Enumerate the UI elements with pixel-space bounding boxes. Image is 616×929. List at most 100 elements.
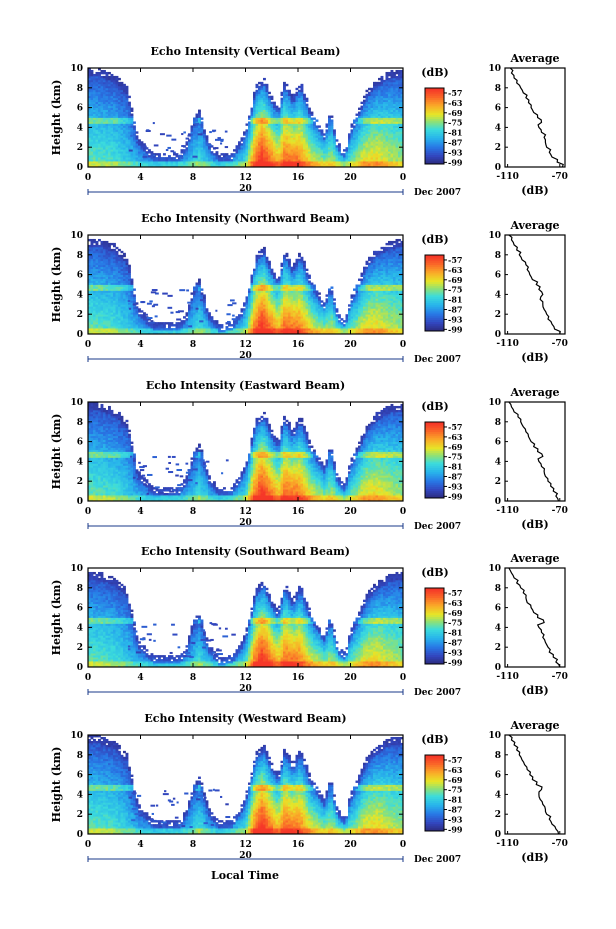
colorbar-segment (425, 255, 444, 258)
panel-4: Echo Intensity (Westward Beam) 0 2 4 6 8 10 Hei… (50, 712, 568, 865)
colorbar-segment (425, 760, 444, 764)
colorbar-unit: (dB) (421, 733, 448, 746)
average-line (508, 567, 561, 668)
average-xlabel: (dB) (521, 851, 548, 864)
colorbar: -57-63-69-75-81-87-93-99 (424, 754, 463, 834)
colorbar-segment (425, 766, 444, 769)
colorbar-segment (425, 815, 444, 819)
colorbar-segment (425, 612, 444, 616)
colorbar-tick-label: -69 (448, 275, 463, 285)
colorbar-segment (425, 129, 444, 133)
average-frame (504, 567, 566, 668)
colorbar-segment (425, 91, 444, 95)
colorbar-segment (425, 287, 444, 290)
colorbar-segment (425, 458, 444, 461)
colorbar-segment (425, 329, 444, 332)
average-x-tick-label: -70 (552, 172, 568, 182)
colorbar-segment (425, 425, 444, 429)
colorbar-segment (425, 122, 444, 125)
x-tick-label: 0 (400, 507, 406, 517)
colorbar-segment (425, 641, 444, 644)
colorbar-segment (425, 823, 444, 826)
average-xlabel: (dB) (521, 518, 548, 531)
y-tick-label: 6 (77, 438, 83, 448)
colorbar-segment (425, 829, 444, 832)
average-y-tick-label: 8 (495, 751, 501, 761)
x-tick-label: 8 (190, 507, 196, 517)
colorbar-unit: (dB) (421, 566, 448, 579)
colorbar-segment (425, 806, 444, 809)
colorbar-segment (425, 588, 444, 591)
average-y-tick-label: 10 (488, 564, 501, 574)
colorbar-segment (425, 783, 444, 786)
colorbar-frame (424, 587, 445, 665)
colorbar-tick-label: -57 (448, 88, 462, 98)
colorbar-segment (425, 768, 444, 771)
colorbar-segment (425, 423, 444, 427)
colorbar-segment (425, 770, 444, 773)
y-axis-label: Height (km) (50, 80, 63, 156)
colorbar-segment (425, 654, 444, 657)
x-tick-label: 0 (400, 840, 406, 850)
month-label: Dec 2007 (414, 855, 461, 865)
colorbar-tick-label: -63 (448, 432, 463, 442)
x-tick-label: 20 (344, 507, 357, 517)
colorbar-segment (425, 294, 444, 298)
average-profile: Average 0 2 4 6 8 10 -110 -70 (dB) (488, 52, 567, 197)
colorbar-segment (425, 616, 444, 619)
colorbar-segment (425, 825, 444, 828)
colorbar-segment (425, 422, 444, 425)
average-line (508, 734, 560, 835)
average-line (508, 401, 560, 502)
y-tick-label: 4 (77, 790, 83, 800)
colorbar-frame (424, 421, 445, 499)
colorbar-segment (425, 785, 444, 788)
y-tick-label: 6 (77, 271, 83, 281)
colorbar-segment (425, 817, 444, 821)
y-tick-label: 8 (77, 84, 83, 94)
y-tick-label: 4 (77, 457, 83, 467)
colorbar-segment (425, 110, 444, 114)
average-y-tick-label: 10 (488, 398, 501, 408)
colorbar-tick-label: -99 (448, 824, 463, 834)
colorbar-segment (425, 296, 444, 300)
x-tick-label: 0 (400, 173, 406, 183)
colorbar-segment (425, 435, 444, 438)
colorbar-segment (425, 448, 444, 451)
x-tick-label: 4 (137, 673, 143, 683)
colorbar-segment (425, 597, 444, 600)
x-tick-label: 8 (190, 673, 196, 683)
colorbar-segment (425, 787, 444, 790)
colorbar-segment (425, 618, 444, 621)
average-title: Average (509, 719, 559, 732)
colorbar-segment (425, 607, 444, 610)
x-tick-label: 12 (239, 507, 252, 517)
colorbar-segment (425, 620, 444, 623)
colorbar-tick-label: -99 (448, 324, 463, 334)
colorbar-segment (425, 646, 444, 650)
colorbar-segment (425, 143, 444, 146)
colorbar-segment (425, 484, 444, 488)
colorbar-tick-label: -93 (448, 481, 463, 491)
colorbar-unit: (dB) (421, 233, 448, 246)
panel-title: Echo Intensity (Westward Beam) (144, 712, 346, 725)
colorbar-segment (425, 283, 444, 286)
colorbar-segment (425, 614, 444, 617)
x-tick-label: 0 (85, 173, 91, 183)
colorbar-segment (425, 285, 444, 288)
average-y-tick-label: 6 (495, 771, 501, 781)
colorbar-segment (425, 93, 444, 97)
colorbar-segment (425, 660, 444, 663)
colorbar-segment (425, 479, 444, 482)
y-tick-label: 10 (70, 231, 83, 241)
colorbar-segment (425, 477, 444, 480)
colorbar-segment (425, 635, 444, 638)
x-tick-label: 16 (292, 340, 305, 350)
average-line (509, 67, 564, 168)
colorbar-segment (425, 272, 444, 275)
x-tick-label: 0 (85, 840, 91, 850)
y-tick-label: 2 (77, 477, 83, 487)
average-y-tick-label: 10 (488, 231, 501, 241)
colorbar-segment (425, 469, 444, 472)
colorbar-segment (425, 126, 444, 129)
